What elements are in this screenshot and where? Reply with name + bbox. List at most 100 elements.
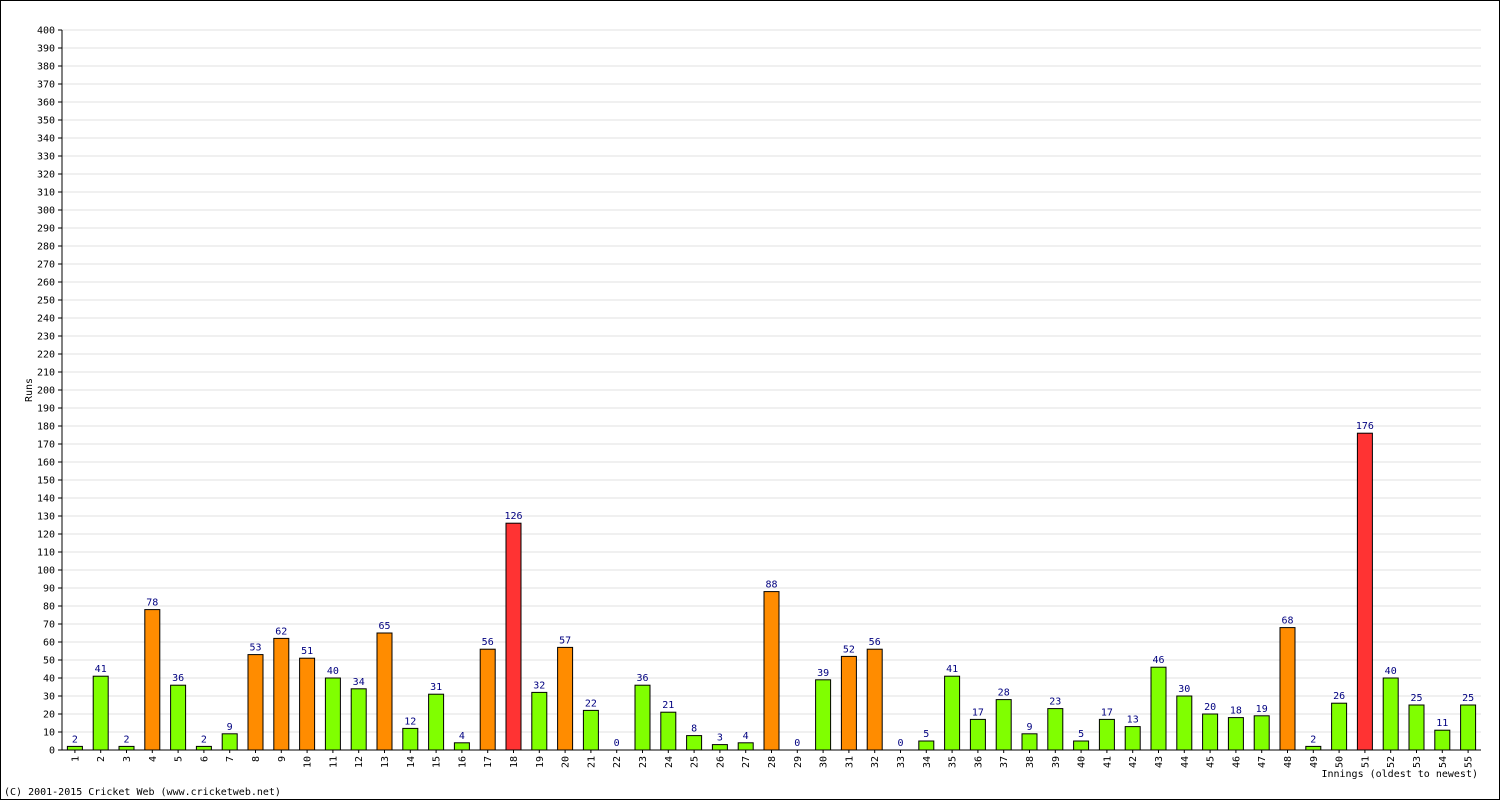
bar — [1305, 745, 1322, 751]
y-tick-label: 220 — [37, 350, 55, 361]
x-tick-label: 3 — [122, 756, 133, 762]
bar — [1047, 708, 1064, 751]
value-label: 9 — [1026, 722, 1032, 733]
value-label: 8 — [691, 724, 697, 735]
bar — [582, 709, 599, 751]
bar — [1098, 718, 1115, 751]
bar — [866, 648, 883, 751]
value-label: 40 — [1385, 666, 1397, 677]
y-tick-label: 10 — [43, 728, 55, 739]
y-tick-label: 180 — [37, 422, 55, 433]
x-tick-label: 18 — [509, 756, 520, 768]
x-tick-label: 10 — [303, 756, 314, 768]
value-label: 2 — [201, 734, 207, 745]
y-tick-label: 150 — [37, 476, 55, 487]
bar — [660, 711, 677, 751]
bar — [840, 655, 857, 751]
value-label: 78 — [146, 598, 158, 609]
value-label: 34 — [353, 677, 365, 688]
y-tick-label: 260 — [37, 278, 55, 289]
bar — [1460, 704, 1477, 751]
x-tick-label: 53 — [1412, 756, 1423, 768]
value-label: 36 — [172, 673, 184, 684]
bar — [1253, 715, 1270, 751]
value-label: 0 — [897, 738, 903, 749]
x-tick-label: 14 — [406, 756, 417, 768]
value-label: 31 — [430, 682, 442, 693]
x-tick-label: 1 — [70, 756, 81, 762]
value-label: 36 — [636, 673, 648, 684]
x-tick-label: 19 — [535, 756, 546, 768]
y-tick-label: 280 — [37, 242, 55, 253]
value-label: 22 — [585, 698, 597, 709]
bar — [918, 740, 935, 751]
x-tick-label: 54 — [1438, 756, 1449, 768]
value-label: 176 — [1356, 421, 1374, 432]
x-tick-label: 12 — [354, 756, 365, 768]
value-label: 41 — [946, 664, 958, 675]
bar — [737, 742, 754, 751]
y-tick-label: 310 — [37, 188, 55, 199]
x-tick-label: 42 — [1128, 756, 1139, 768]
bar — [969, 718, 986, 751]
y-tick-label: 50 — [43, 656, 55, 667]
bar — [505, 522, 522, 751]
bar — [1408, 704, 1425, 751]
y-tick-label: 80 — [43, 602, 55, 613]
bar — [195, 745, 212, 751]
x-tick-label: 55 — [1464, 756, 1475, 768]
y-tick-label: 30 — [43, 692, 55, 703]
x-tick-label: 15 — [432, 756, 443, 768]
bar — [557, 646, 574, 751]
value-label: 4 — [743, 731, 749, 742]
y-tick-label: 270 — [37, 260, 55, 271]
x-tick-label: 40 — [1077, 756, 1088, 768]
bar — [453, 742, 470, 751]
y-tick-label: 290 — [37, 224, 55, 235]
value-label: 65 — [378, 621, 390, 632]
x-tick-label: 51 — [1360, 756, 1371, 768]
value-label: 28 — [998, 688, 1010, 699]
value-label: 18 — [1230, 706, 1242, 717]
y-tick-label: 370 — [37, 80, 55, 91]
y-axis-label: Runs — [24, 378, 35, 402]
bar — [376, 632, 393, 751]
value-label: 25 — [1410, 693, 1422, 704]
y-tick-label: 340 — [37, 134, 55, 145]
value-label: 30 — [1178, 684, 1190, 695]
bar — [1434, 729, 1451, 751]
value-label: 5 — [1078, 729, 1084, 740]
value-label: 17 — [972, 707, 984, 718]
bar — [763, 591, 780, 751]
bar — [273, 637, 290, 751]
bar — [1382, 677, 1399, 751]
bar — [170, 684, 187, 751]
bar — [479, 648, 496, 751]
value-label: 21 — [662, 700, 674, 711]
value-label: 4 — [459, 731, 465, 742]
y-tick-label: 350 — [37, 116, 55, 127]
value-label: 32 — [533, 680, 545, 691]
y-tick-label: 200 — [37, 386, 55, 397]
x-tick-label: 38 — [1025, 756, 1036, 768]
value-label: 126 — [504, 511, 522, 522]
bar — [299, 657, 316, 751]
x-tick-label: 24 — [664, 756, 675, 768]
x-tick-label: 31 — [844, 756, 855, 768]
y-tick-label: 320 — [37, 170, 55, 181]
x-tick-label: 32 — [870, 756, 881, 768]
bar — [1021, 733, 1038, 751]
x-tick-label: 48 — [1283, 756, 1294, 768]
x-tick-label: 13 — [380, 756, 391, 768]
value-label: 0 — [614, 738, 620, 749]
x-tick-label: 35 — [948, 756, 959, 768]
y-tick-label: 250 — [37, 296, 55, 307]
bar — [711, 744, 728, 751]
bar — [92, 675, 109, 751]
x-tick-label: 29 — [793, 756, 804, 768]
bar — [531, 691, 548, 751]
x-tick-label: 4 — [148, 756, 159, 762]
y-tick-label: 360 — [37, 98, 55, 109]
x-tick-label: 8 — [251, 756, 262, 762]
